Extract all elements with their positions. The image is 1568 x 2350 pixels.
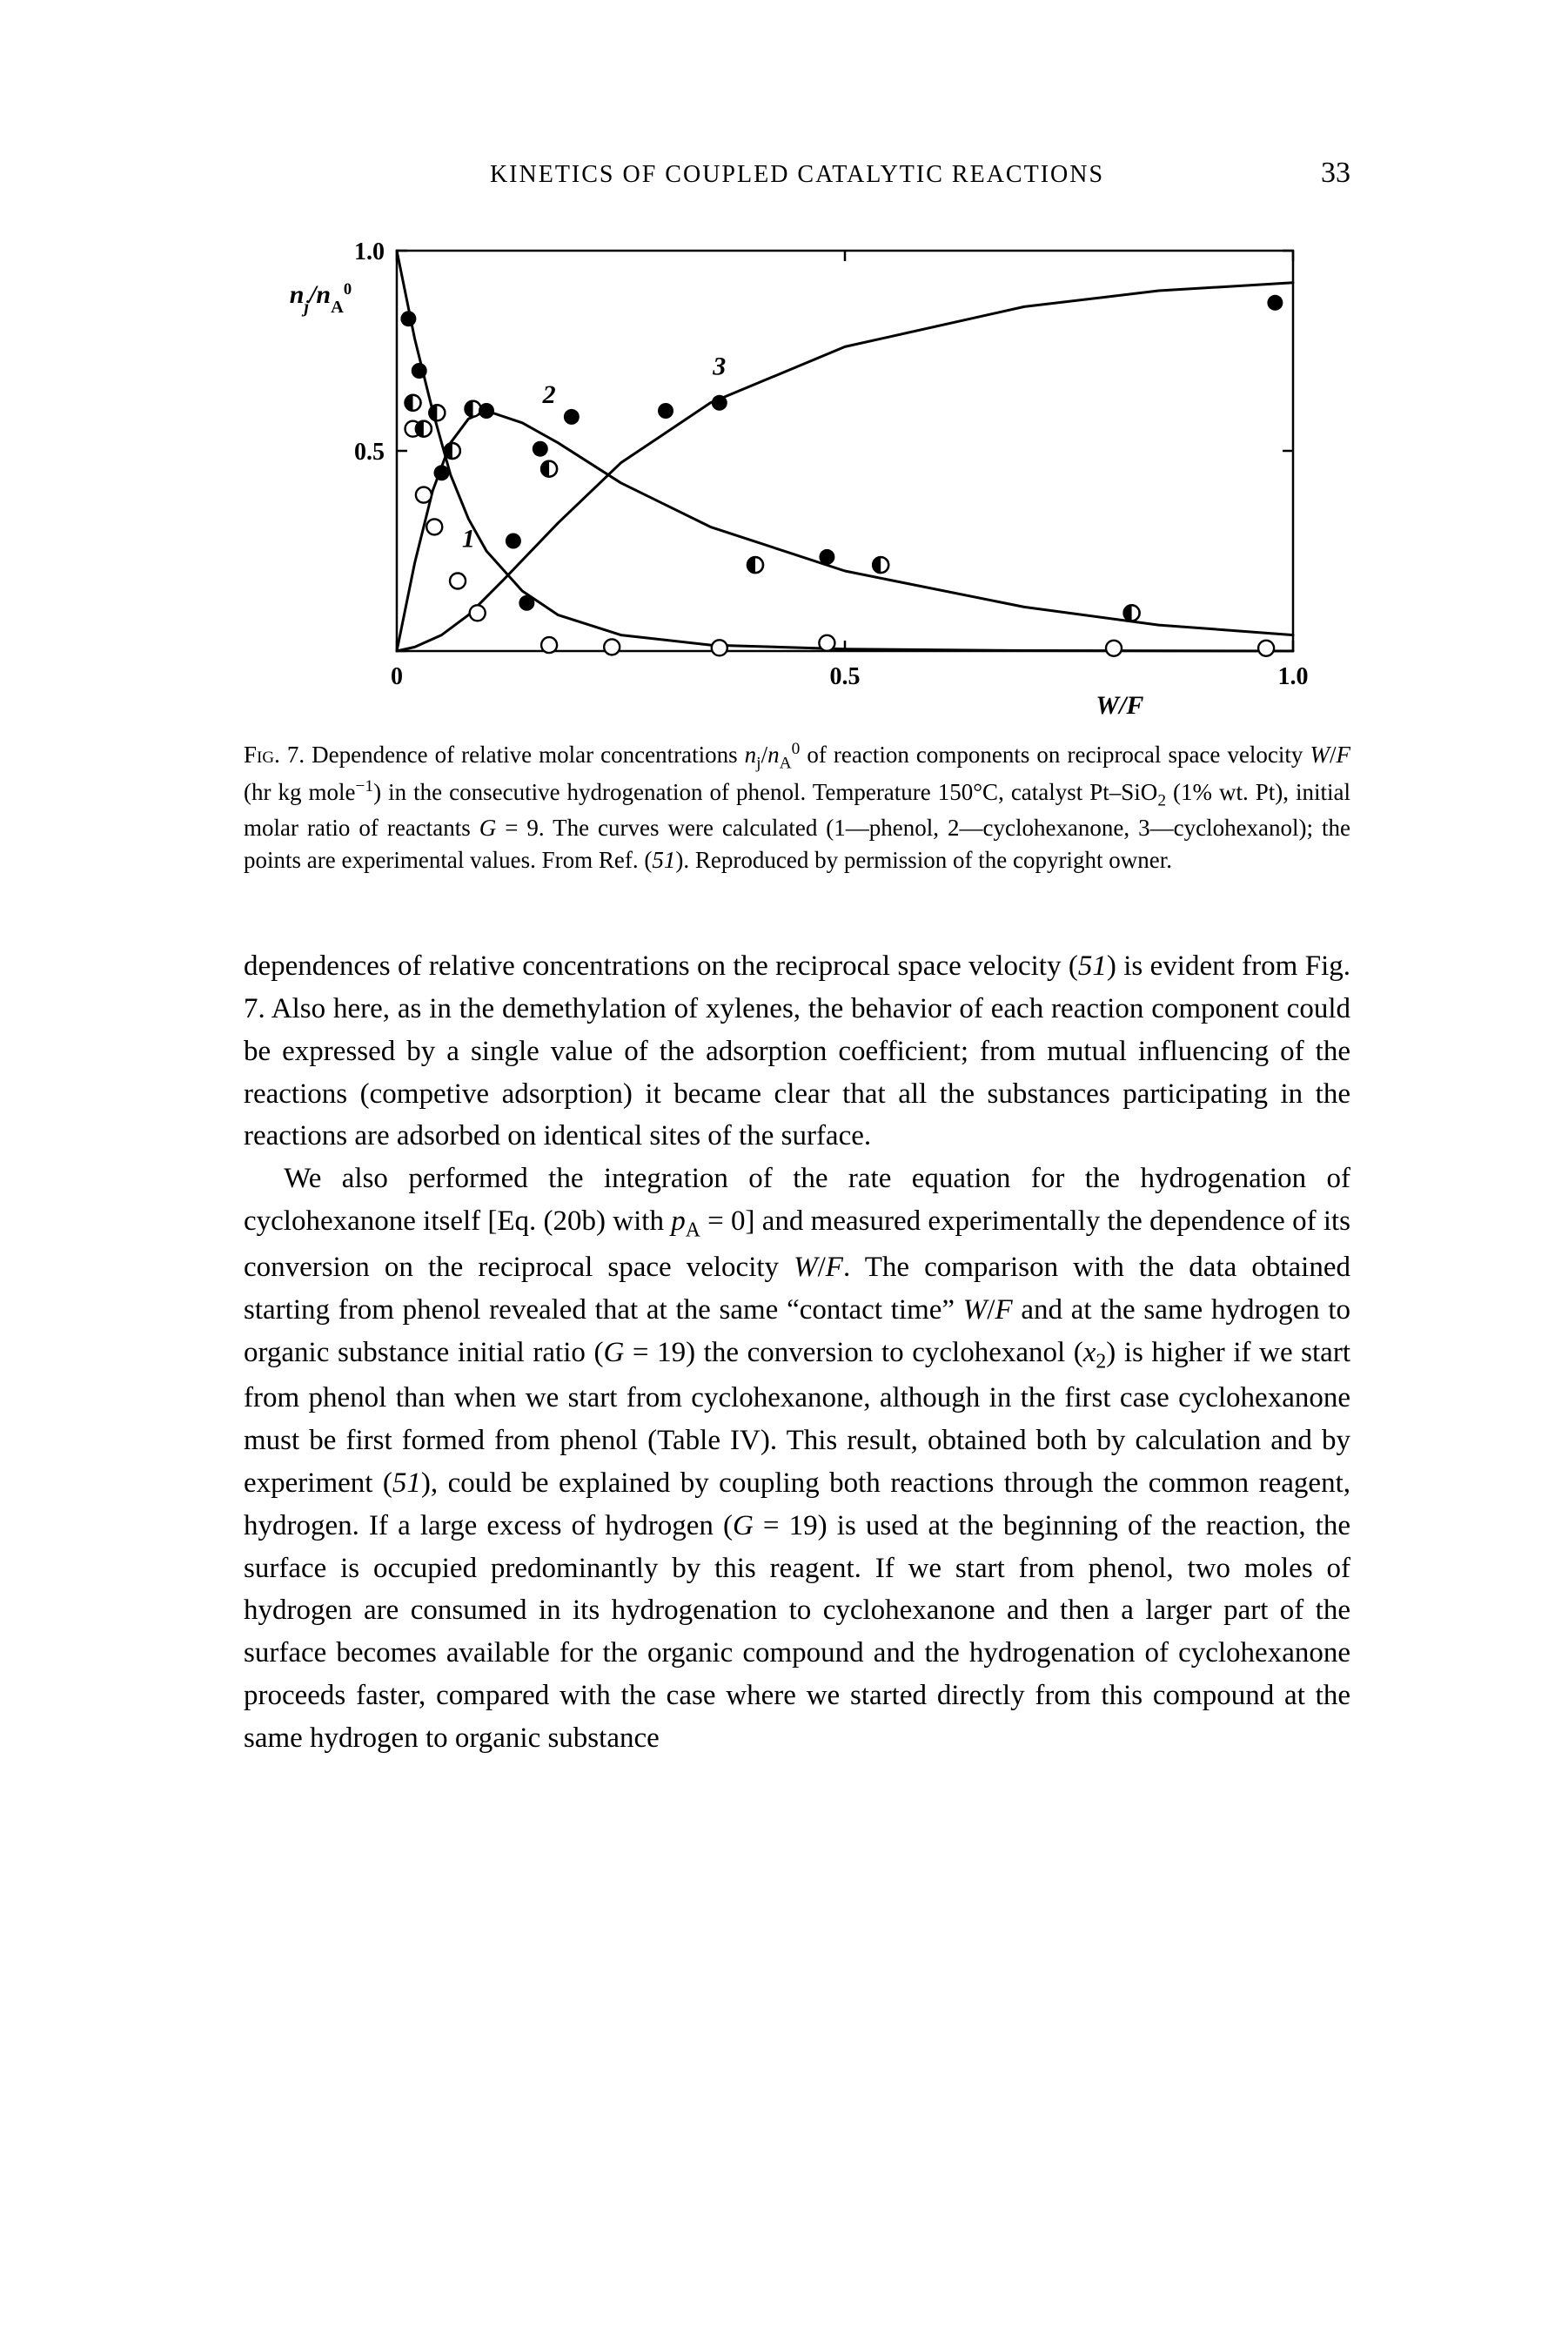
svg-text:1.0: 1.0 xyxy=(1278,663,1309,690)
svg-text:W/F: W/F xyxy=(1096,691,1143,720)
svg-text:1: 1 xyxy=(462,524,475,553)
paragraph-1: dependences of relative concentrations o… xyxy=(244,945,1350,1158)
caption-fig-tag: Fig. 7. xyxy=(244,742,305,768)
svg-text:0.5: 0.5 xyxy=(354,439,385,466)
svg-text:2: 2 xyxy=(542,380,556,409)
figure-7-svg: 0 0.5 1.0 0.5 1.0 W/F nj/nA0 1 2 3 xyxy=(275,233,1319,721)
page-header: KINETICS OF COUPLED CATALYTIC REACTIONS … xyxy=(244,157,1350,190)
body-text: dependences of relative concentrations o… xyxy=(244,945,1350,1760)
running-head: KINETICS OF COUPLED CATALYTIC REACTIONS xyxy=(296,161,1298,189)
svg-text:1.0: 1.0 xyxy=(354,238,385,265)
paragraph-2: We also performed the integration of the… xyxy=(244,1158,1350,1759)
svg-text:0: 0 xyxy=(391,663,403,690)
caption-text: Dependence of relative molar concentrati… xyxy=(244,742,1350,873)
figure-7: 0 0.5 1.0 0.5 1.0 W/F nj/nA0 1 2 3 xyxy=(244,233,1350,721)
page-number: 33 xyxy=(1298,157,1350,190)
svg-text:3: 3 xyxy=(712,352,726,381)
svg-text:nj/nA0: nj/nA0 xyxy=(290,279,352,317)
svg-text:0.5: 0.5 xyxy=(830,663,861,690)
figure-7-caption: Fig. 7. Dependence of relative molar con… xyxy=(244,738,1350,876)
